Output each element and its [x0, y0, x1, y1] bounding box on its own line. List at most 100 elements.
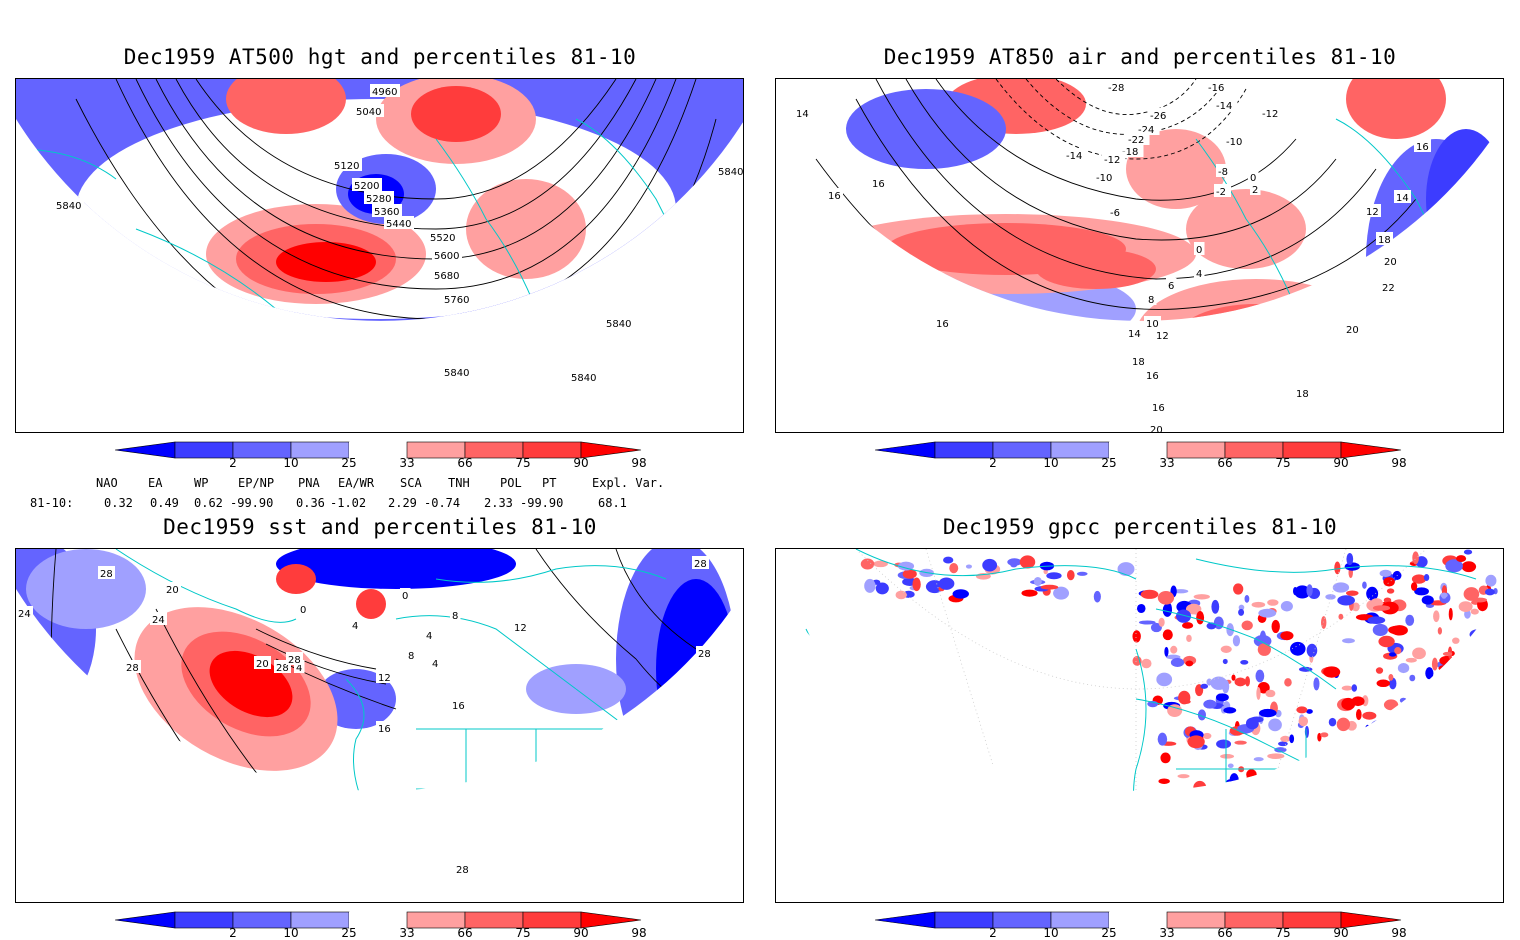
precip-percentile-patch: [982, 558, 998, 572]
contour-label-bg: [1102, 152, 1126, 165]
contour-label-bg: [432, 268, 462, 281]
index-value: -0.74: [424, 496, 461, 510]
precip-percentile-patch: [819, 867, 826, 875]
precip-percentile-patch: [1466, 833, 1480, 841]
precip-percentile-patch: [1306, 643, 1318, 658]
contour-label: -6: [1110, 208, 1120, 219]
precip-percentile-patch: [1366, 767, 1379, 781]
precip-percentile-patch: [1320, 810, 1326, 818]
precip-percentile-patch: [1366, 586, 1379, 601]
precip-percentile-patch: [1383, 577, 1395, 587]
precip-percentile-patch: [1306, 584, 1313, 597]
colorbar-segment: [1050, 441, 1110, 459]
contour-label: 12: [1366, 207, 1379, 218]
precip-percentile-patch: [829, 744, 839, 750]
precip-percentile-patch: [1386, 725, 1398, 731]
contour-label: 5840: [444, 368, 469, 379]
contour-label: 20: [1150, 425, 1163, 433]
precip-percentile-patch: [1231, 674, 1236, 681]
precip-percentile-patch: [1383, 784, 1399, 790]
contour-label: -14: [1216, 101, 1232, 112]
precip-percentile-patch: [1265, 689, 1276, 698]
contour-label-bg: [870, 176, 887, 189]
precip-percentile-patch: [847, 776, 864, 787]
precip-percentile-patch: [1215, 693, 1229, 702]
colorbar-segment: [992, 441, 1052, 459]
precip-percentile-patch: [1365, 814, 1379, 827]
precip-percentile-patch: [1393, 750, 1408, 760]
precip-percentile-patch: [814, 755, 820, 769]
colorbar-segment: [464, 441, 524, 459]
contour-label-bg: [1126, 326, 1143, 339]
map-air850: -28 -16-14-12-10-8-2 20-26-24-22-18-14 -12-…: [776, 79, 1503, 433]
precip-percentile-patch: [1455, 671, 1461, 678]
precip-percentile-patch: [1409, 872, 1417, 885]
contour-label-bg: [512, 620, 529, 633]
colorbar-tick-label: 2: [229, 456, 237, 470]
precip-percentile-patch: [1455, 666, 1471, 673]
precip-percentile-patch: [1345, 794, 1351, 802]
precip-percentile-patch: [1342, 638, 1355, 644]
precip-percentile-patch: [1066, 570, 1075, 581]
precip-percentile-patch: [1183, 881, 1197, 887]
precip-percentile-patch: [1388, 625, 1406, 635]
precip-percentile-patch: [1418, 849, 1431, 863]
precip-percentile-patch: [1170, 645, 1178, 654]
precip-percentile-patch: [1267, 599, 1279, 606]
precip-percentile-patch: [795, 838, 812, 845]
precip-percentile-patch: [1280, 735, 1291, 743]
precip-percentile-patch: [1370, 719, 1389, 733]
colorbar-tick-label: 98: [1391, 926, 1407, 940]
precip-percentile-patch: [1213, 792, 1228, 799]
colorbar-tick-label: 25: [1101, 926, 1117, 940]
precip-percentile-patch: [1399, 697, 1407, 704]
precip-percentile-patch: [1470, 608, 1479, 615]
precip-percentile-patch: [1378, 832, 1392, 843]
precip-percentile-patch: [1244, 595, 1250, 603]
contour-label: -12: [1262, 109, 1278, 120]
colorbar-tick-label: 90: [1333, 926, 1349, 940]
precip-percentile-patch: [1315, 852, 1321, 865]
precip-percentile-patch: [1372, 605, 1391, 611]
precip-percentile-patch: [1346, 590, 1359, 596]
precip-percentile-patch: [1445, 706, 1455, 719]
precip-percentile-patch: [1436, 835, 1446, 849]
index-value: -99.90: [520, 496, 564, 510]
precip-percentile-patch: [902, 569, 917, 579]
colorbar-segment: [1109, 912, 1167, 928]
contour-label-bg: [1414, 139, 1431, 152]
contour-label-bg: [298, 602, 309, 615]
precip-percentile-patch: [1421, 720, 1426, 728]
precip-percentile-patch: [1441, 771, 1452, 777]
precip-percentile-patch: [1442, 651, 1453, 656]
precip-percentile-patch: [1278, 741, 1288, 747]
precip-percentile-patch: [1351, 684, 1358, 692]
contour-label: 5760: [444, 295, 469, 306]
index-header: EP/NP: [238, 476, 275, 490]
colorbar-tick-label: 33: [399, 926, 415, 940]
precip-percentile-patch: [1177, 774, 1190, 779]
precip-percentile-patch: [1372, 761, 1382, 775]
precip-percentile-patch: [847, 825, 852, 833]
contour-label-bg: [54, 198, 84, 211]
precip-percentile-patch: [1325, 594, 1336, 600]
precip-percentile-patch: [1376, 722, 1383, 735]
precip-percentile-patch: [818, 708, 835, 719]
contour-label: -18: [1122, 147, 1138, 158]
precip-percentile-patch: [1431, 657, 1438, 671]
contour-label: 22: [1382, 283, 1395, 294]
precip-percentile-patch: [1311, 821, 1325, 832]
precip-percentile-patch: [1389, 757, 1399, 767]
precip-percentile-patch: [1346, 865, 1353, 872]
precip-percentile-patch: [1223, 707, 1237, 714]
precip-percentile-patch: [1196, 610, 1205, 625]
contour-label: 5840: [718, 167, 743, 178]
contour-label-bg: [124, 660, 141, 673]
precip-percentile-patch: [938, 577, 955, 590]
contour-label: -2: [1216, 187, 1226, 198]
precip-percentile-patch: [1447, 684, 1462, 698]
precip-percentile-patch: [1304, 725, 1310, 738]
contour-label: 0: [1250, 173, 1256, 184]
precip-percentile-patch: [1150, 622, 1162, 633]
precip-percentile-patch: [1423, 774, 1440, 780]
